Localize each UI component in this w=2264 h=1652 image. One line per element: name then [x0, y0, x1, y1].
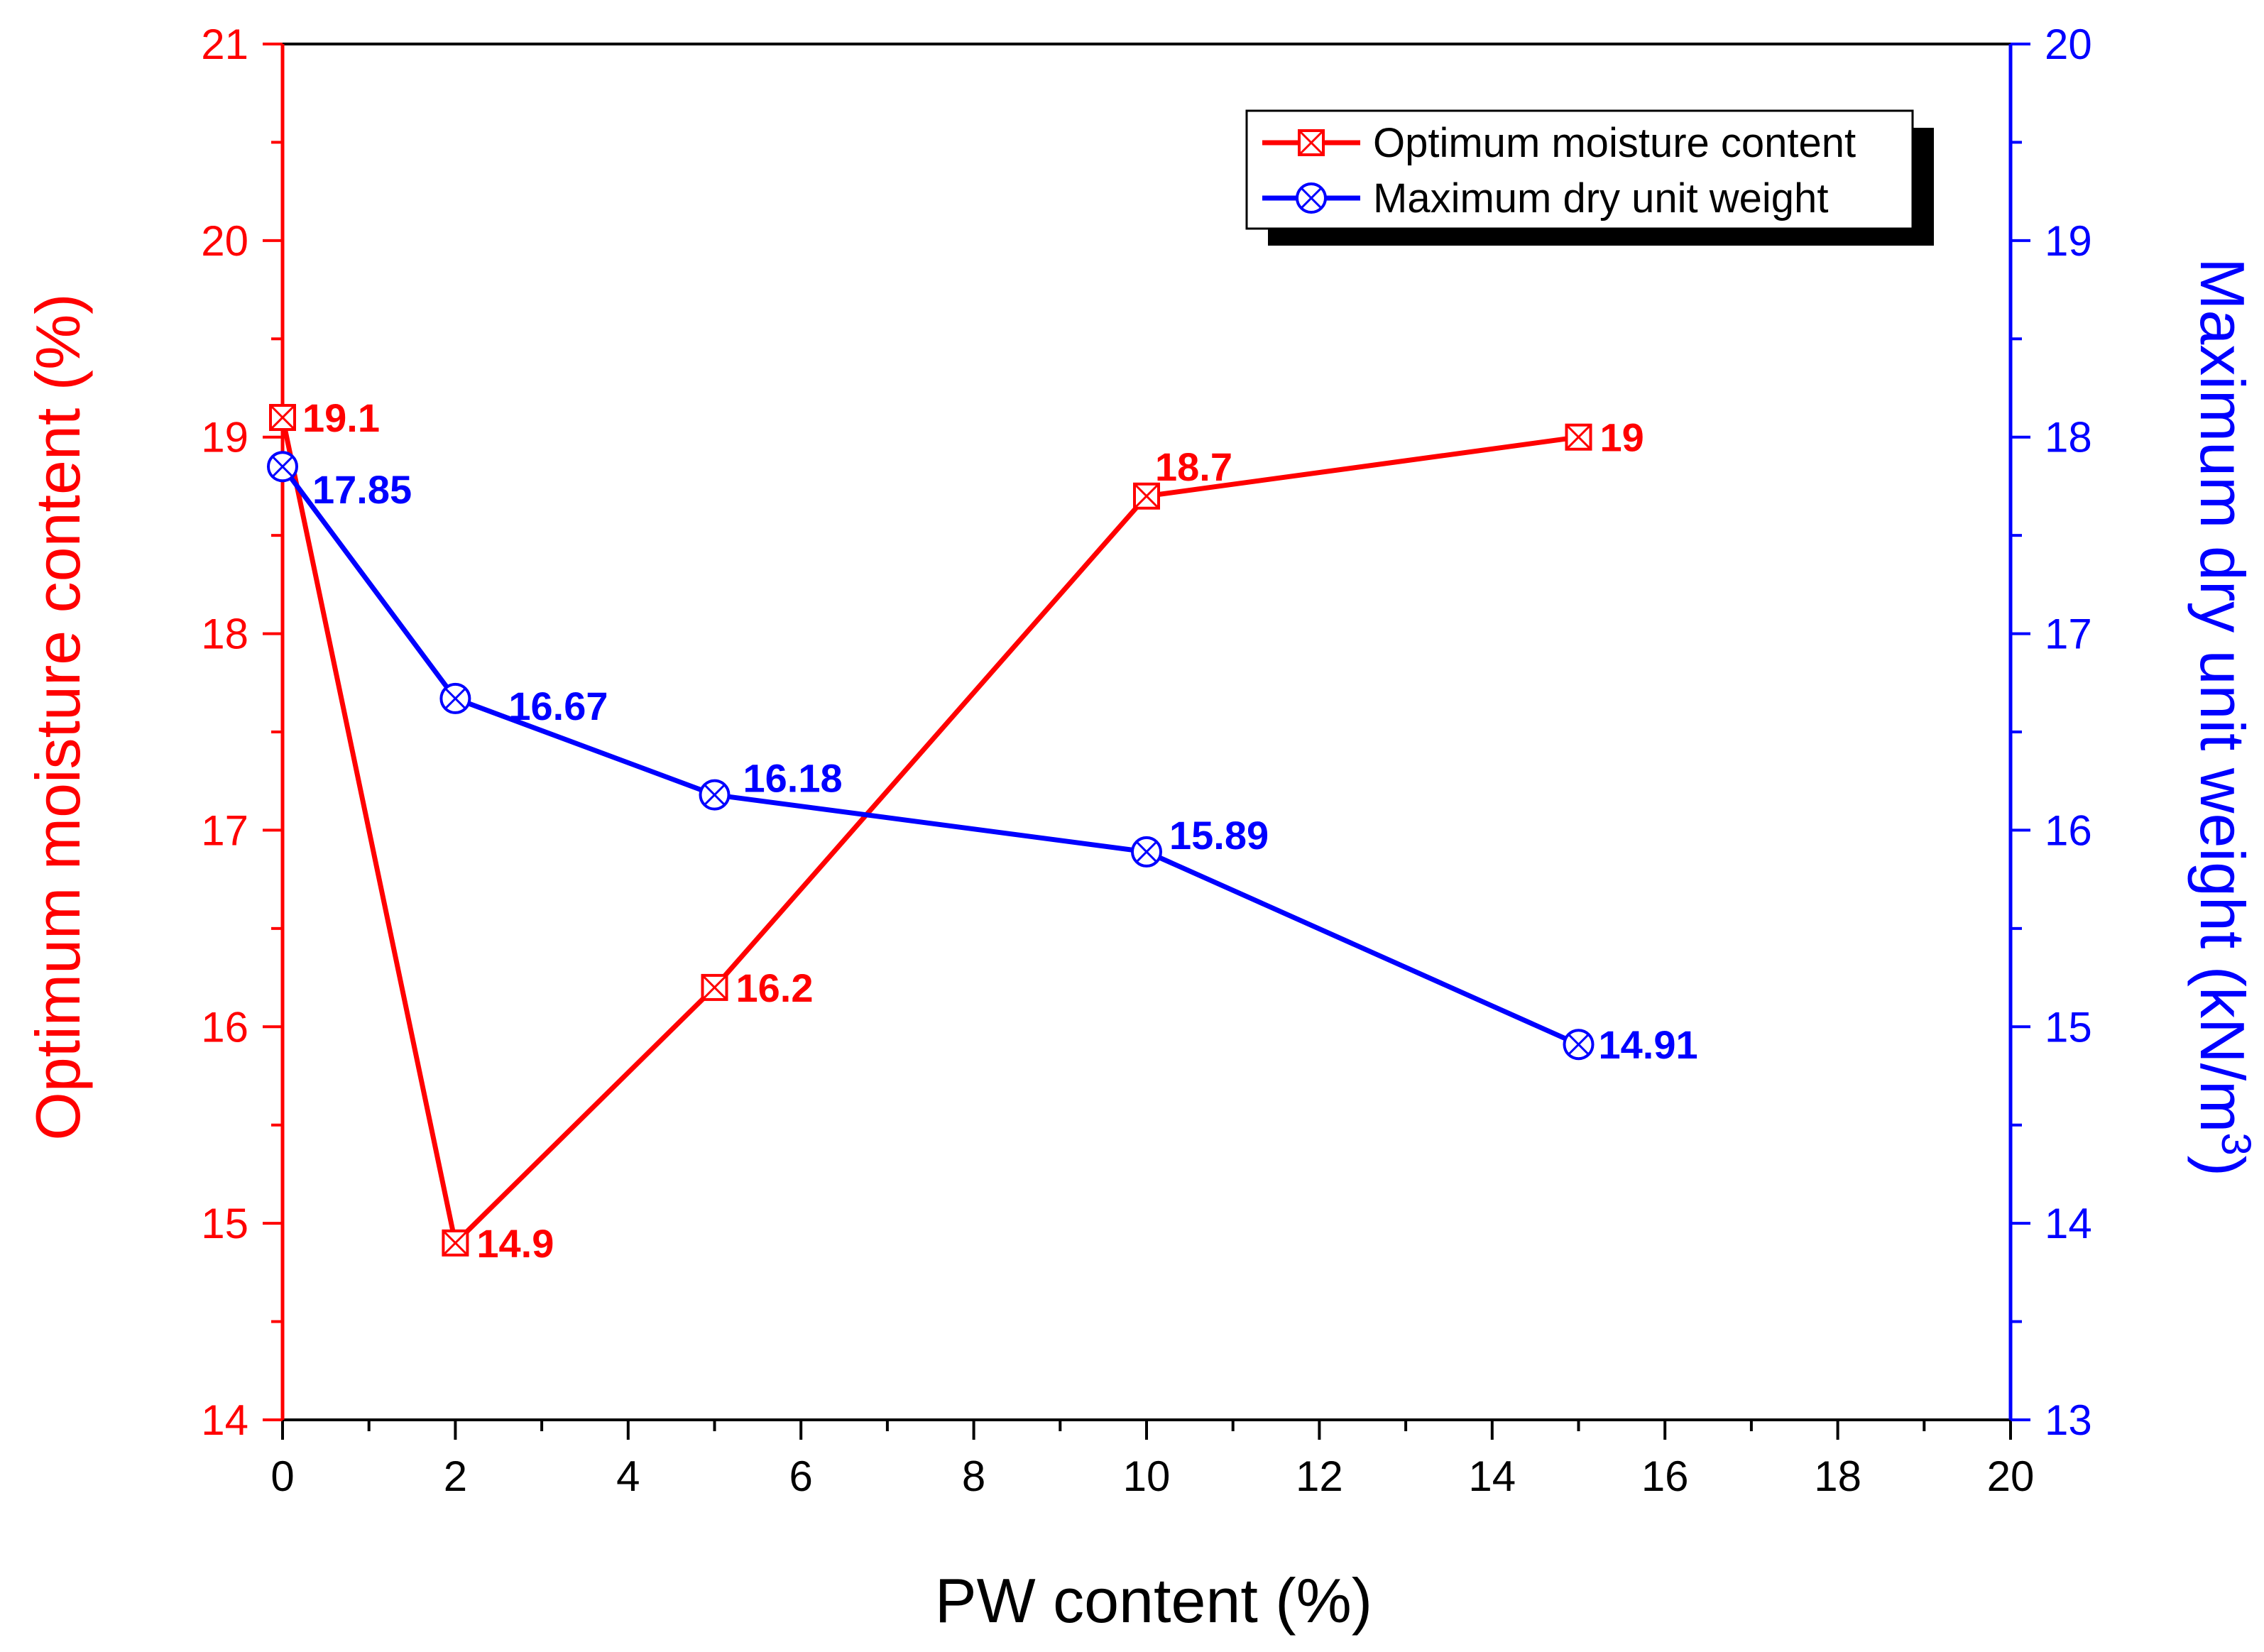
data-point — [1565, 423, 1592, 451]
data-label: 16.2 — [736, 966, 814, 1010]
y-right-tick-label: 15 — [2045, 1003, 2092, 1051]
data-label: 14.9 — [476, 1221, 554, 1266]
y-left-tick-label: 21 — [201, 21, 248, 68]
data-label: 19 — [1600, 415, 1644, 460]
y-right-tick-label: 13 — [2045, 1396, 2092, 1444]
y-left-tick-label: 16 — [201, 1003, 248, 1051]
series-maximum-dry-unit-weight: 17.85 16.67 16.18 15.89 14.91 — [267, 451, 1698, 1067]
x-tick-label: 12 — [1296, 1453, 1343, 1500]
x-tick-label: 18 — [1814, 1453, 1861, 1500]
legend-label: Maximum dry unit weight — [1373, 175, 1828, 221]
x-tick-label: 10 — [1123, 1453, 1171, 1500]
series-line — [280, 417, 1579, 1246]
x-tick-label: 6 — [789, 1453, 813, 1500]
circle-marker-cross — [704, 784, 726, 806]
y-axis-right-title-close: ) — [2187, 1156, 2258, 1176]
data-point — [1131, 836, 1162, 868]
square-marker-cross — [269, 404, 296, 431]
y-axis-right: 13 14 15 16 17 18 19 20 — [2011, 21, 2092, 1444]
y-right-tick-label: 16 — [2045, 806, 2092, 854]
square-marker-cross — [1565, 424, 1592, 450]
y-left-tick-label: 17 — [201, 806, 248, 854]
y-axis-right-title: Maximum dry unit weight (kN/m3) — [2187, 258, 2259, 1176]
data-point — [267, 451, 298, 483]
square-marker-cross — [442, 1230, 469, 1256]
y-right-tick-label: 20 — [2045, 21, 2092, 68]
circle-marker-cross — [1135, 841, 1158, 863]
series-layer: 19.1 14.9 16.2 18.7 19 17.85 16.67 16.18 15.89 14… — [267, 395, 1698, 1266]
data-label: 17.85 — [312, 467, 412, 512]
x-tick-label: 2 — [444, 1453, 467, 1500]
x-axis-title: PW content (%) — [935, 1565, 1372, 1636]
data-point — [701, 973, 728, 1001]
data-point — [442, 1229, 469, 1257]
y-right-tick-label: 18 — [2045, 414, 2092, 461]
y-right-tick-label: 14 — [2045, 1200, 2092, 1247]
square-marker-cross — [1298, 129, 1325, 156]
x-tick-label: 8 — [962, 1453, 985, 1500]
circle-marker-cross — [1300, 187, 1323, 209]
y-left-tick-label: 18 — [201, 611, 248, 658]
data-point — [1133, 482, 1160, 510]
y-left-tick-label: 15 — [201, 1200, 248, 1247]
y-left-tick-label: 19 — [201, 414, 248, 461]
y-axis-right-title-superscript: 3 — [2213, 1132, 2259, 1155]
y-axis-left-title: Optimum moisture content (%) — [23, 293, 93, 1140]
data-point — [1563, 1029, 1595, 1061]
legend-marker — [1296, 182, 1327, 214]
legend-box — [1245, 109, 1914, 230]
square-marker-cross — [701, 974, 728, 1000]
y-axis-right-title-main: Maximum dry unit weight (kN/m — [2187, 258, 2258, 1132]
y-right-tick-label: 19 — [2045, 217, 2092, 265]
series-line — [280, 465, 1580, 1047]
data-label: 16.67 — [508, 684, 608, 728]
x-axis: 0 2 4 6 8 10 12 14 16 18 20 — [270, 1420, 2034, 1500]
x-tick-label: 0 — [270, 1453, 294, 1500]
data-label: 16.18 — [743, 756, 843, 801]
square-marker-cross — [1133, 483, 1160, 509]
x-tick-label: 20 — [1987, 1453, 2035, 1500]
y-right-tick-label: 17 — [2045, 611, 2092, 658]
y-left-tick-label: 14 — [201, 1396, 248, 1444]
data-point — [439, 682, 471, 714]
data-point — [699, 779, 731, 811]
circle-marker-cross — [444, 687, 466, 710]
data-label: 15.89 — [1169, 813, 1269, 858]
series-optimum-moisture-content: 19.1 14.9 16.2 18.7 19 — [269, 395, 1644, 1266]
data-label: 14.91 — [1599, 1022, 1698, 1067]
x-tick-label: 14 — [1468, 1453, 1516, 1500]
data-label: 18.7 — [1155, 444, 1232, 489]
x-tick-label: 16 — [1641, 1453, 1689, 1500]
legend-label: Optimum moisture content — [1373, 120, 1856, 166]
legend-item-maximum-dry-unit-weight: Maximum dry unit weight — [1262, 175, 1828, 221]
legend-marker — [1298, 129, 1325, 156]
circle-marker-cross — [1568, 1034, 1590, 1056]
legend: Optimum moisture content Maximum dry unit… — [1245, 109, 1934, 246]
x-tick-label: 4 — [616, 1453, 640, 1500]
y-axis-left: 14 15 16 17 18 19 20 21 — [201, 21, 283, 1444]
circle-marker-cross — [271, 456, 294, 478]
y-left-tick-label: 20 — [201, 217, 248, 265]
data-point — [269, 404, 296, 432]
data-label: 19.1 — [302, 395, 380, 440]
legend-item-optimum-moisture-content: Optimum moisture content — [1262, 120, 1856, 166]
